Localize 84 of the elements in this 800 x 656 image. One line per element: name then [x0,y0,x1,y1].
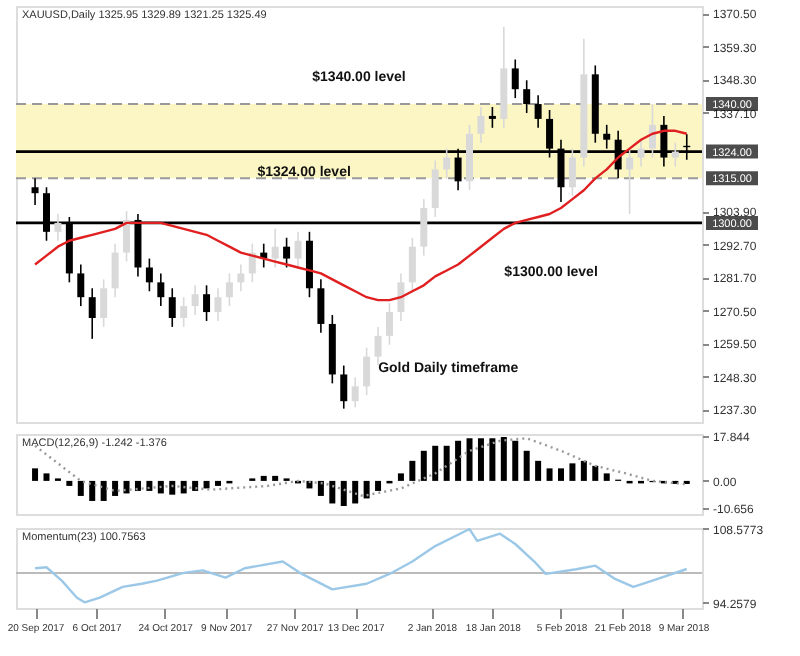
bar [466,438,473,481]
bar [43,473,50,481]
candlestick [626,147,634,215]
bar [112,480,119,496]
bar [157,480,164,494]
candlestick [340,364,348,410]
bar [66,480,73,486]
candlestick [111,242,119,298]
bar [523,450,530,481]
bar [260,475,267,481]
candlestick [123,210,131,263]
bar [397,473,404,481]
bar [500,437,507,481]
bar [443,445,450,481]
bar [169,480,176,495]
candlestick [351,376,359,408]
candlestick [397,272,405,322]
candlestick [488,106,496,129]
bar [409,460,416,481]
candlestick [134,213,142,278]
candlestick [31,177,39,206]
candlestick [420,198,428,257]
bar [89,480,96,501]
bar [192,480,199,491]
candlestick [168,287,176,328]
bar [32,468,39,481]
candlestick [363,346,371,397]
candlestick [145,257,153,293]
bar [214,480,221,486]
bar [134,480,141,491]
bar [77,480,84,496]
bar [203,480,210,489]
candlestick [637,138,645,168]
candlestick [568,147,576,197]
candlestick [191,284,199,316]
candlestick [54,213,62,242]
bar [352,480,359,504]
bar [317,480,324,496]
bar [123,480,130,494]
bar [535,460,542,481]
candlestick [408,236,416,293]
bar [569,463,576,481]
bar [375,480,382,491]
bar [420,450,427,481]
bar [489,438,496,481]
bar [432,445,439,481]
bar [477,438,484,481]
candlestick [443,147,451,180]
candlestick [77,263,85,307]
candlestick [477,106,485,144]
candlestick [305,231,313,298]
bar [272,475,279,481]
candlestick [466,124,474,192]
candlestick [648,103,656,159]
bar [592,465,599,481]
candlestick [225,272,233,307]
candlestick [283,236,291,269]
candlestick [100,278,108,328]
bar [580,460,587,481]
bar [512,440,519,481]
bar [100,480,107,501]
bar [329,480,336,504]
bar [557,468,564,481]
bar [180,480,187,494]
candlestick [671,141,679,168]
bar [603,473,610,481]
bar [146,480,153,491]
candlestick [180,296,188,328]
bar [363,480,370,499]
candlestick [203,284,211,322]
candlestick [523,79,531,114]
candlestick [237,263,245,293]
candlestick [511,58,519,99]
candlestick [88,287,96,340]
candlestick [271,228,279,269]
bar [340,480,347,506]
candlestick [385,302,393,346]
candlestick [317,278,325,334]
candlestick [374,326,382,367]
bar [455,440,462,481]
bar [546,468,553,481]
candlestick [157,272,165,307]
candlestick [431,159,439,218]
candlestick [534,94,542,129]
